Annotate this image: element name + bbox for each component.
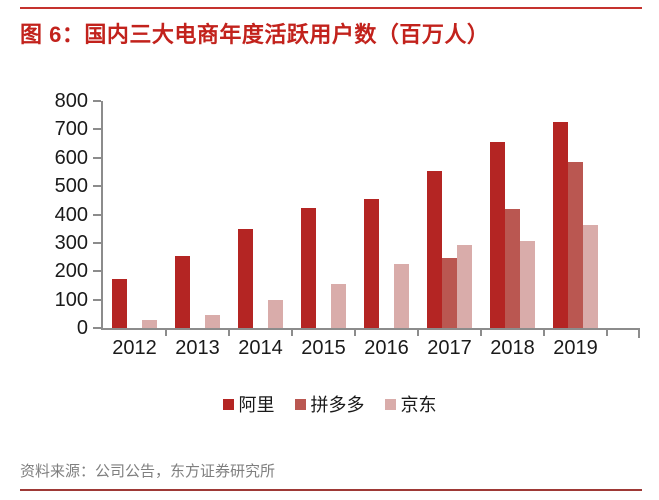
legend-label: 京东 <box>400 395 437 415</box>
bar-京东-2018 <box>520 241 535 328</box>
bar-京东-2014 <box>268 300 283 328</box>
y-axis-label: 800 <box>54 90 88 112</box>
x-axis-end-tick <box>638 330 640 338</box>
bar-阿里-2012 <box>112 279 127 328</box>
legend-swatch-icon <box>294 398 306 410</box>
bar-阿里-2016 <box>364 199 379 328</box>
x-axis-tick <box>543 330 545 336</box>
x-axis-tick <box>228 330 230 336</box>
x-axis-label: 2016 <box>364 337 409 359</box>
x-axis-label: 2018 <box>490 337 535 359</box>
bar-京东-2015 <box>331 284 346 328</box>
y-axis-tick <box>93 327 101 329</box>
bar-京东-2016 <box>394 263 409 328</box>
x-axis-label: 2012 <box>112 337 157 359</box>
bar-拼多多-2018 <box>505 209 520 328</box>
x-axis-tick <box>480 330 482 336</box>
y-axis-tick <box>93 298 101 301</box>
bar-京东-2019 <box>583 225 598 328</box>
y-axis-label: 0 <box>76 317 88 339</box>
y-axis-label: 300 <box>54 231 88 254</box>
y-axis-label: 400 <box>54 203 88 226</box>
y-axis-label: 200 <box>54 260 88 283</box>
y-axis-tick <box>93 128 101 131</box>
bar-阿里-2015 <box>301 207 316 328</box>
y-axis-label: 100 <box>54 288 88 311</box>
x-axis-tick <box>354 330 356 336</box>
x-axis-label: 2013 <box>175 337 220 359</box>
x-axis-tick <box>606 330 608 336</box>
bar-阿里-2017 <box>427 171 442 328</box>
bar-拼多多-2017 <box>442 258 457 328</box>
legend-item-京东: 京东 <box>384 391 437 417</box>
y-axis-label: 700 <box>54 118 88 141</box>
y-axis-label: 600 <box>54 146 88 169</box>
legend-label: 拼多多 <box>310 395 365 415</box>
x-axis-label: 2017 <box>427 337 472 359</box>
y-axis-tick <box>93 185 101 188</box>
bar-京东-2017 <box>457 244 472 328</box>
x-axis <box>101 328 640 330</box>
y-axis-tick <box>93 213 101 216</box>
y-axis-tick <box>93 156 101 159</box>
bar-阿里-2014 <box>238 228 253 328</box>
y-axis-tick <box>93 270 101 273</box>
figure-title: 图 6：国内三大电商年度活跃用户数（百万人） <box>20 22 490 47</box>
x-axis-label: 2015 <box>301 337 346 359</box>
legend-item-拼多多: 拼多多 <box>294 391 365 417</box>
bottom-divider <box>20 489 642 491</box>
legend-label: 阿里 <box>238 395 275 415</box>
legend-item-阿里: 阿里 <box>222 391 275 417</box>
bar-阿里-2013 <box>175 255 190 328</box>
x-axis-label: 2014 <box>238 337 283 359</box>
legend-swatch-icon <box>222 398 234 410</box>
y-axis <box>101 101 103 330</box>
bar-阿里-2019 <box>553 121 568 328</box>
legend-swatch-icon <box>384 398 396 410</box>
source-note: 资料来源：公司公告，东方证券研究所 <box>20 463 276 480</box>
bar-拼多多-2019 <box>568 162 583 328</box>
bar-阿里-2018 <box>490 142 505 328</box>
y-axis-label: 500 <box>54 175 88 198</box>
x-axis-tick <box>291 330 293 336</box>
bar-京东-2013 <box>205 314 220 328</box>
y-axis-tick <box>93 100 101 102</box>
top-divider <box>20 7 642 9</box>
x-axis-tick <box>417 330 419 336</box>
bar-京东-2012 <box>142 319 157 328</box>
x-axis-label: 2019 <box>553 337 598 359</box>
chart-legend: 阿里 拼多多 京东 <box>0 391 659 417</box>
y-axis-tick <box>93 241 101 244</box>
x-axis-tick <box>165 330 167 336</box>
